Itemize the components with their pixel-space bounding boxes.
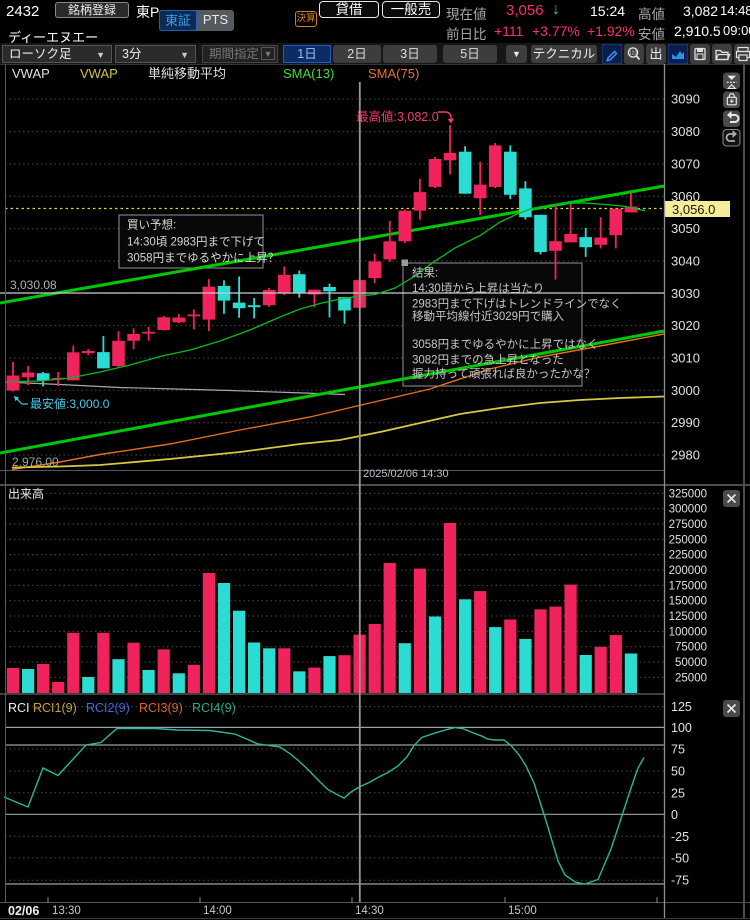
svg-text:RCI4(9): RCI4(9)	[192, 701, 236, 715]
svg-text:25: 25	[671, 786, 685, 800]
svg-text:3,030.08: 3,030.08	[10, 278, 57, 292]
svg-text:2980: 2980	[671, 448, 700, 463]
svg-text:100000: 100000	[669, 626, 707, 638]
svg-text:3010: 3010	[671, 351, 700, 366]
svg-text:買い予想:: 買い予想:	[127, 218, 176, 232]
svg-text:15:00: 15:00	[508, 905, 537, 917]
svg-text:3040: 3040	[671, 254, 700, 269]
svg-text:150000: 150000	[669, 596, 707, 608]
svg-text:出: 出	[649, 47, 662, 62]
svg-text:14:30頃から上昇は当たり: 14:30頃から上昇は当たり	[412, 281, 544, 295]
svg-text:RCI: RCI	[8, 701, 30, 715]
svg-text:300000: 300000	[669, 504, 707, 516]
svg-text:3,056.0: 3,056.0	[672, 202, 715, 217]
svg-text:3080: 3080	[671, 124, 700, 139]
svg-text:3070: 3070	[671, 157, 700, 172]
svg-text:2025/02/06 14:30: 2025/02/06 14:30	[363, 468, 449, 480]
svg-text:123: 123	[629, 51, 638, 57]
svg-text:25000: 25000	[675, 672, 707, 684]
svg-text:-50: -50	[671, 851, 689, 865]
svg-text:13:30: 13:30	[52, 905, 81, 917]
svg-text:3058円までゆるやかに上昇ではなく: 3058円までゆるやかに上昇ではなく	[412, 338, 599, 351]
svg-text:2983円まで下げはトレンドラインでなく: 2983円まで下げはトレンドラインでなく	[412, 298, 622, 311]
svg-text:-25: -25	[671, 830, 689, 844]
svg-text:250000: 250000	[669, 534, 707, 546]
svg-text:50000: 50000	[675, 657, 707, 669]
svg-text:移動平均線付近3029円で購入: 移動平均線付近3029円で購入	[412, 309, 565, 323]
svg-text:2,976.00: 2,976.00	[12, 455, 59, 469]
svg-text:結果:: 結果:	[412, 266, 438, 280]
svg-text:325000: 325000	[669, 488, 707, 500]
svg-text:VWAP: VWAP	[12, 66, 50, 81]
svg-text:75: 75	[671, 742, 685, 756]
svg-text:3058円までゆるやかに上昇？: 3058円までゆるやかに上昇？	[127, 252, 279, 265]
svg-text:出来高: 出来高	[8, 486, 44, 501]
svg-text:125: 125	[671, 700, 692, 714]
svg-text:100: 100	[671, 721, 692, 735]
svg-text:3030: 3030	[671, 286, 700, 301]
svg-text:14:30頃 2983円まで下げて: 14:30頃 2983円まで下げて	[127, 236, 265, 249]
svg-text:RCI3(9): RCI3(9)	[139, 701, 183, 715]
svg-text:SMA(75): SMA(75)	[368, 66, 419, 81]
svg-text:RCI2(9): RCI2(9)	[86, 701, 130, 715]
svg-text:SMA(13): SMA(13)	[283, 66, 334, 81]
svg-text:-75: -75	[671, 874, 689, 888]
svg-text:14:00: 14:00	[203, 905, 232, 917]
svg-text:VWAP: VWAP	[80, 66, 118, 81]
svg-text:200000: 200000	[669, 565, 707, 577]
svg-text:最安値:3,000.0: 最安値:3,000.0	[30, 396, 110, 411]
svg-text:単純移動平均: 単純移動平均	[148, 66, 226, 81]
svg-text:275000: 275000	[669, 519, 707, 531]
svg-text:02/06: 02/06	[8, 904, 39, 918]
svg-text:125000: 125000	[669, 611, 707, 623]
svg-text:RCI1(9): RCI1(9)	[33, 701, 77, 715]
svg-text:握力持って頑張れば良かったかな？: 握力持って頑張れば良かったかな？	[412, 367, 595, 381]
svg-text:175000: 175000	[669, 580, 707, 592]
svg-text:2990: 2990	[671, 415, 700, 430]
svg-text:0: 0	[671, 808, 678, 822]
svg-text:14:30: 14:30	[355, 905, 384, 917]
svg-text:3020: 3020	[671, 318, 700, 333]
svg-text:3000: 3000	[671, 383, 700, 398]
svg-text:最高値:3,082.0: 最高値:3,082.0	[356, 109, 439, 124]
svg-text:75000: 75000	[675, 642, 707, 654]
svg-text:3050: 3050	[671, 221, 700, 236]
svg-text:225000: 225000	[669, 550, 707, 562]
svg-text:3082円までの急上昇となった: 3082円までの急上昇となった	[412, 353, 564, 367]
svg-text:3060: 3060	[671, 189, 700, 204]
svg-text:3090: 3090	[671, 92, 700, 107]
svg-text:50: 50	[671, 765, 685, 779]
